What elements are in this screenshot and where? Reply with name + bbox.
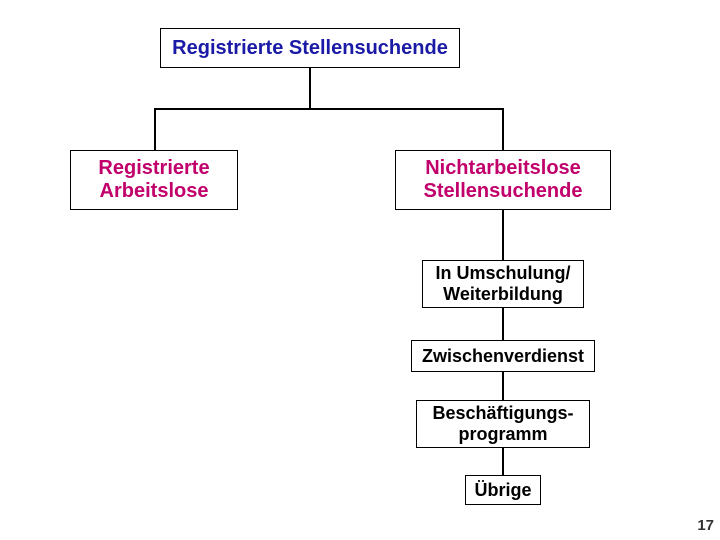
node-root: Registrierte Stellensuchende — [160, 28, 460, 68]
node-sub3-line1: Beschäftigungs- — [432, 403, 573, 424]
connector — [502, 448, 504, 475]
node-right-child-line1: Nichtarbeitslose — [425, 157, 581, 180]
page-number: 17 — [697, 517, 714, 534]
node-sub1-line1: In Umschulung/ — [436, 263, 571, 284]
node-sub1-line2: Weiterbildung — [443, 284, 563, 305]
node-left-child-line2: Arbeitslose — [100, 180, 209, 203]
connector — [502, 308, 504, 340]
node-sub4: Übrige — [465, 475, 541, 505]
node-right-child-line2: Stellensuchende — [424, 180, 583, 203]
node-sub3-line2: programm — [458, 424, 547, 445]
connector — [154, 108, 156, 150]
node-left-child: Registrierte Arbeitslose — [70, 150, 238, 210]
node-sub2-label: Zwischenverdienst — [422, 346, 584, 367]
node-right-child: Nichtarbeitslose Stellensuchende — [395, 150, 611, 210]
node-sub2: Zwischenverdienst — [411, 340, 595, 372]
node-left-child-line1: Registrierte — [98, 157, 209, 180]
node-sub1: In Umschulung/ Weiterbildung — [422, 260, 584, 308]
node-sub3: Beschäftigungs- programm — [416, 400, 590, 448]
connector — [502, 210, 504, 260]
connector — [502, 372, 504, 400]
node-root-label: Registrierte Stellensuchende — [172, 37, 448, 60]
connector — [309, 68, 311, 110]
node-sub4-label: Übrige — [474, 480, 531, 501]
connector — [502, 108, 504, 150]
connector — [154, 108, 503, 110]
